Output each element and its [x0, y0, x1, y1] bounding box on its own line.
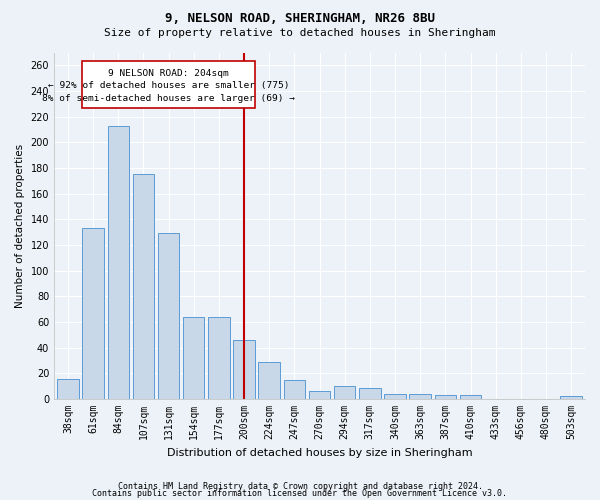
Bar: [460, 395, 481, 399]
Bar: [284, 380, 305, 399]
Bar: [409, 394, 431, 399]
Text: ← 92% of detached houses are smaller (775): ← 92% of detached houses are smaller (77…: [48, 82, 289, 90]
Text: Contains public sector information licensed under the Open Government Licence v3: Contains public sector information licen…: [92, 490, 508, 498]
Bar: [107, 126, 129, 399]
Bar: [208, 317, 230, 399]
Y-axis label: Number of detached properties: Number of detached properties: [15, 144, 25, 308]
Bar: [434, 395, 456, 399]
X-axis label: Distribution of detached houses by size in Sheringham: Distribution of detached houses by size …: [167, 448, 472, 458]
Bar: [259, 362, 280, 399]
Bar: [82, 228, 104, 399]
FancyBboxPatch shape: [82, 62, 254, 108]
Bar: [183, 317, 205, 399]
Bar: [133, 174, 154, 399]
Bar: [385, 394, 406, 399]
Text: 9 NELSON ROAD: 204sqm: 9 NELSON ROAD: 204sqm: [108, 68, 229, 78]
Text: Size of property relative to detached houses in Sheringham: Size of property relative to detached ho…: [104, 28, 496, 38]
Bar: [158, 234, 179, 399]
Bar: [359, 388, 380, 399]
Text: 8% of semi-detached houses are larger (69) →: 8% of semi-detached houses are larger (6…: [42, 94, 295, 103]
Text: 9, NELSON ROAD, SHERINGHAM, NR26 8BU: 9, NELSON ROAD, SHERINGHAM, NR26 8BU: [165, 12, 435, 26]
Bar: [57, 378, 79, 399]
Bar: [334, 386, 355, 399]
Bar: [309, 392, 330, 399]
Bar: [233, 340, 255, 399]
Text: Contains HM Land Registry data © Crown copyright and database right 2024.: Contains HM Land Registry data © Crown c…: [118, 482, 482, 491]
Bar: [560, 396, 582, 399]
